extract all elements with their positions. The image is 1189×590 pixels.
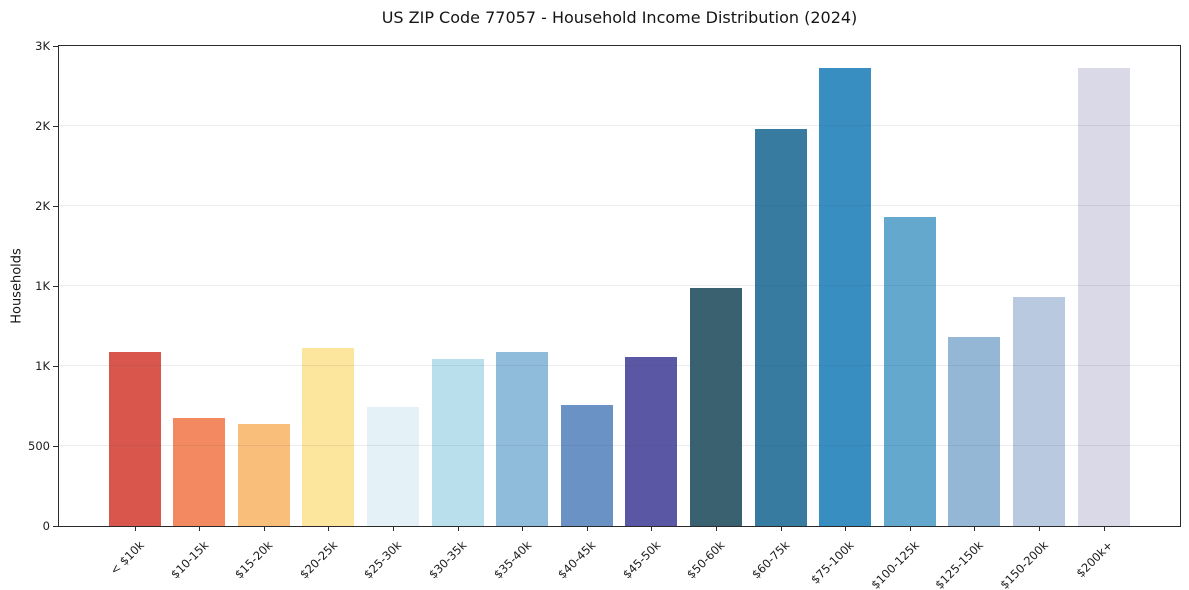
y-tick-mark [53,525,58,527]
gridline [59,205,1180,206]
y-tick-mark [53,45,58,47]
y-tick-label: 2K [35,199,50,213]
gridline [59,285,1180,286]
y-tick-label: 1K [35,279,50,293]
bar-$200k+ [1077,68,1130,526]
y-tick-mark [53,205,58,207]
x-tick-mark [392,527,394,531]
x-tick-mark [199,527,201,531]
gridline [59,125,1180,126]
bar-$50-60k [689,287,742,526]
plot-area [58,45,1181,527]
x-tick-mark [134,527,136,531]
bar-$125-150k [948,337,1001,526]
x-tick-mark [328,527,330,531]
bar-$30-35k [431,358,484,526]
bar-$150-200k [1012,297,1065,526]
y-tick-mark [53,445,58,447]
y-tick-label: 2K [35,119,50,133]
x-tick-mark [974,527,976,531]
y-tick-label: 500 [28,439,50,453]
y-tick-mark [53,125,58,127]
chart-title: US ZIP Code 77057 - Household Income Dis… [381,8,858,27]
x-tick-mark [263,527,265,531]
x-tick-mark [715,527,717,531]
y-tick-mark [53,285,58,287]
gridline [59,365,1180,366]
gridline [59,445,1180,446]
x-tick-mark [1038,527,1040,531]
bar-< $10k [108,352,161,526]
bar-$20-25k [302,348,355,526]
x-tick-mark [586,527,588,531]
bar-$10-15k [173,418,226,526]
bar-$45-50k [625,357,678,526]
bar-$60-75k [754,129,807,526]
x-tick-mark [1103,527,1105,531]
y-tick-label: 0 [42,519,50,533]
x-tick-mark [780,527,782,531]
x-tick-mark [845,527,847,531]
x-tick-mark [651,527,653,531]
bar-$75-100k [819,68,872,526]
bar-$15-20k [237,423,290,526]
bar-$35-40k [496,351,549,526]
x-tick-mark [457,527,459,531]
y-tick-label: 3K [35,39,50,53]
bar-$40-45k [560,405,613,526]
x-tick-label: $200k+ [1073,538,1116,581]
y-tick-mark [53,365,58,367]
y-tick-label: 1K [35,359,50,373]
x-tick-mark [909,527,911,531]
bar-$25-30k [366,406,419,526]
x-tick-mark [522,527,524,531]
bar-$100-125k [883,217,936,526]
